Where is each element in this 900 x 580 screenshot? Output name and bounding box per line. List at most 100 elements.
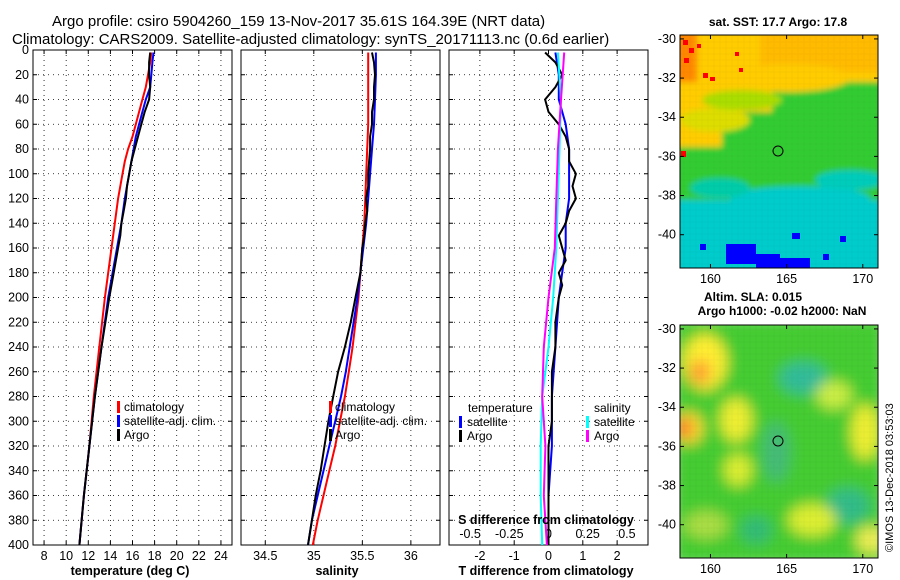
depth-tick-label: 260 — [8, 365, 29, 379]
difference-line-salinity-argo — [541, 52, 566, 546]
legend-swatch-s-satellite — [586, 416, 589, 428]
depth-tick-label: 140 — [8, 216, 29, 230]
map-longitude-label: 170 — [852, 562, 873, 576]
map-latitude-label: -40 — [658, 228, 676, 242]
panel-sla-map: Altim. SLA: 0.015 Argo h1000: -0.02 h200… — [658, 290, 879, 576]
temperature-axis-label: temperature (deg C) — [71, 564, 190, 578]
sla-map-ticks: 160 165 170 -30 -32 -34 -36 -38 -40 — [658, 322, 878, 576]
temperature-line-climatology — [78, 52, 153, 546]
temperature-tick-label: 8 — [41, 549, 48, 563]
legend-swatch-t-satellite — [459, 416, 462, 428]
salinity-tick-label: 35 — [307, 549, 321, 563]
legend-swatch-argo — [329, 429, 332, 441]
salinity-tick-label: 34.5 — [253, 549, 277, 563]
s-difference-tick-labels: -0.5 -0.25 0 0.25 0.5 — [459, 527, 635, 541]
temperature-legend: climatology satellite-adj. clim. Argo — [117, 400, 216, 442]
difference-line-temperature-argo — [544, 51, 577, 545]
panel-difference: -2 -1 0 1 2 -0.5 -0.25 0 0.25 0.5 T difference f… — [448, 49, 649, 578]
legend-label-argo: Argo — [335, 428, 361, 442]
s-difference-axis-label: S difference from climatology — [458, 513, 634, 527]
map-latitude-label: -34 — [658, 110, 676, 124]
t-difference-tick-label: 0 — [545, 549, 552, 563]
credit-stamp: ©IMOS 13-Dec-2018 03:53:03 — [884, 403, 896, 552]
sst-map-ticks: 160 165 170 -30 -32 -34 -36 -38 -40 — [658, 32, 878, 286]
temperature-tick-label: 24 — [214, 549, 228, 563]
legend-label-climatology: climatology — [335, 400, 395, 414]
temperature-tick-label: 14 — [103, 549, 117, 563]
legend-label-climatology: climatology — [124, 400, 184, 414]
depth-tick-label: 100 — [8, 167, 29, 181]
map-latitude-label: -32 — [658, 71, 676, 85]
legend-label-t-satellite: satellite — [467, 415, 508, 429]
s-difference-tick-label: 0.25 — [576, 527, 600, 541]
map-latitude-label: -38 — [658, 479, 676, 493]
temperature-tick-label: 22 — [192, 549, 206, 563]
legend-swatch-climatology — [117, 401, 120, 413]
map-longitude-label: 160 — [700, 562, 721, 576]
sst-map-title: sat. SST: 17.7 Argo: 17.8 — [709, 15, 848, 29]
temperature-tick-label: 16 — [126, 549, 140, 563]
legend-label-argo: Argo — [124, 428, 150, 442]
t-difference-tick-label: 1 — [579, 549, 586, 563]
panel-sst-map: sat. SST: 17.7 Argo: 17.8 — [658, 15, 879, 286]
temperature-line-satellite-adj-clim- — [78, 52, 155, 546]
depth-tick-label: 40 — [15, 93, 29, 107]
map-longitude-label: 165 — [776, 562, 797, 576]
map-latitude-label: -34 — [658, 400, 676, 414]
temperature-tick-label: 20 — [170, 549, 184, 563]
map-latitude-label: -38 — [658, 189, 676, 203]
map-longitude-label: 165 — [776, 272, 797, 286]
legend-header-temperature: temperature — [468, 401, 533, 415]
salinity-legend: climatology satellite-adj. clim. Argo — [329, 400, 427, 442]
t-difference-tick-label: 2 — [614, 549, 621, 563]
depth-tick-label: 160 — [8, 241, 29, 255]
map-latitude-label: -40 — [658, 518, 676, 532]
map-latitude-label: -30 — [658, 32, 676, 46]
salinity-axis-label: salinity — [315, 564, 358, 578]
temperature-tick-labels: 8 10 12 14 16 18 20 22 24 — [41, 549, 228, 563]
depth-tick-label: 220 — [8, 315, 29, 329]
depth-tick-label: 340 — [8, 464, 29, 478]
map-longitude-label: 160 — [700, 272, 721, 286]
sst-pixel-overlay — [680, 35, 878, 268]
t-difference-axis-label: T difference from climatology — [458, 564, 633, 578]
sla-map-title-line1: Altim. SLA: 0.015 — [704, 290, 802, 304]
legend-swatch-satellite-adj — [117, 415, 120, 427]
map-longitude-label: 170 — [852, 272, 873, 286]
depth-tick-label: 300 — [8, 414, 29, 428]
depth-tick-label: 380 — [8, 513, 29, 527]
s-difference-tick-label: -0.5 — [459, 527, 481, 541]
panel-temperature: 0 20 40 60 80 100 120 140 160 180 200 220 240 260 280 3… — [8, 43, 233, 578]
depth-tick-label: 360 — [8, 489, 29, 503]
t-difference-tick-labels: -2 -1 0 1 2 — [474, 549, 620, 563]
argo-position-marker — [772, 145, 784, 157]
depth-tick-label: 20 — [15, 68, 29, 82]
legend-label-satellite-adj: satellite-adj. clim. — [124, 414, 216, 428]
depth-tick-label: 60 — [15, 117, 29, 131]
legend-header-salinity: salinity — [594, 401, 631, 415]
difference-grid — [449, 49, 648, 546]
salinity-line-satellite-adj-clim- — [307, 52, 377, 546]
temperature-tick-label: 18 — [148, 549, 162, 563]
figure-title-line2: Climatology: CARS2009. Satellite-adjuste… — [12, 31, 609, 48]
map-latitude-label: -30 — [658, 322, 676, 336]
legend-label-t-argo: Argo — [467, 429, 493, 443]
legend-label-s-argo: Argo — [594, 429, 620, 443]
depth-tick-label: 240 — [8, 340, 29, 354]
salinity-grid — [241, 49, 440, 546]
temperature-line-argo — [78, 52, 152, 546]
salinity-line-argo — [307, 52, 376, 546]
temperature-tick-label: 12 — [81, 549, 95, 563]
legend-label-s-satellite: satellite — [594, 415, 635, 429]
salinity-tick-labels: 34.5 35 35.5 36 — [253, 549, 418, 563]
argo-position-marker — [772, 435, 784, 447]
salinity-tick-label: 36 — [404, 549, 418, 563]
legend-swatch-s-argo — [586, 430, 589, 442]
depth-tick-label: 320 — [8, 439, 29, 453]
legend-label-satellite-adj: satellite-adj. clim. — [335, 414, 427, 428]
sla-map-title-line2: Argo h1000: -0.02 h2000: NaN — [698, 304, 867, 318]
depth-tick-label: 400 — [8, 538, 29, 552]
t-difference-tick-label: -1 — [509, 549, 520, 563]
temperature-grid — [33, 49, 232, 546]
